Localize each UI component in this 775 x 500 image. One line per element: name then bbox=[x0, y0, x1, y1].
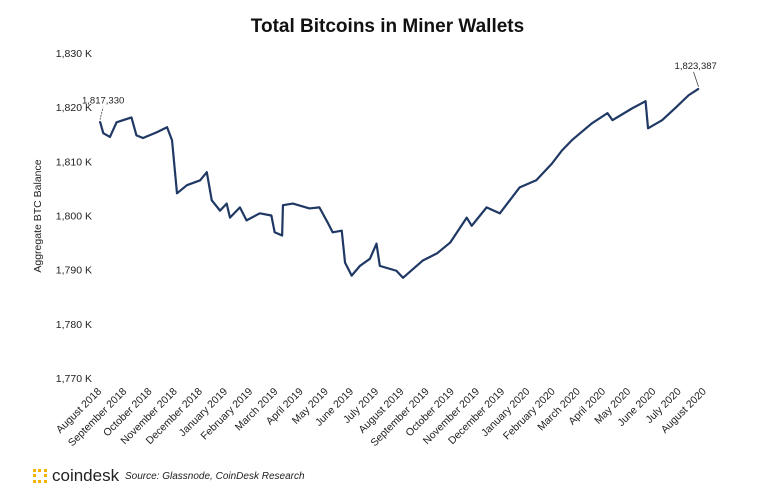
data-point bbox=[308, 207, 311, 210]
brand-name: coindesk bbox=[52, 466, 120, 485]
annotation-leader bbox=[693, 71, 699, 87]
y-tick-label: 1,810 K bbox=[56, 156, 92, 168]
coindesk-logo: coindesk bbox=[33, 466, 119, 486]
data-point bbox=[199, 179, 201, 182]
coindesk-logo-icon bbox=[33, 469, 47, 483]
data-point bbox=[281, 234, 283, 237]
data-point bbox=[561, 149, 563, 152]
data-point bbox=[135, 134, 138, 137]
data-point bbox=[551, 162, 553, 165]
data-point bbox=[375, 242, 378, 245]
data-point bbox=[176, 192, 178, 195]
data-point bbox=[485, 206, 488, 209]
data-point bbox=[590, 122, 593, 125]
data-point bbox=[470, 224, 473, 227]
data-point bbox=[687, 94, 690, 97]
data-point bbox=[571, 139, 573, 142]
data-point bbox=[436, 252, 438, 255]
data-point bbox=[156, 131, 158, 133]
data-point bbox=[142, 137, 144, 139]
data-point bbox=[449, 241, 451, 244]
data-point bbox=[115, 121, 118, 124]
data-point bbox=[697, 88, 700, 90]
data-point bbox=[606, 112, 609, 114]
data-point bbox=[171, 139, 173, 142]
y-tick-label: 1,780 K bbox=[56, 319, 92, 331]
data-point bbox=[292, 202, 294, 205]
data-point bbox=[661, 119, 663, 121]
series-line bbox=[98, 87, 700, 279]
data-point bbox=[99, 120, 101, 123]
y-tick-label: 1,790 K bbox=[56, 265, 92, 277]
chart-title: Total Bitcoins in Miner Wallets bbox=[250, 16, 525, 37]
data-point bbox=[273, 231, 276, 234]
data-point bbox=[210, 199, 213, 202]
data-point bbox=[465, 216, 468, 219]
data-point bbox=[359, 265, 361, 267]
data-point bbox=[229, 216, 231, 219]
data-point bbox=[166, 126, 168, 129]
data-point bbox=[239, 206, 241, 209]
data-point bbox=[369, 258, 371, 260]
source-note: Source: Glassnode, CoinDesk Research bbox=[125, 471, 305, 482]
data-point bbox=[395, 269, 398, 272]
y-tick-label: 1,800 K bbox=[56, 211, 92, 223]
data-point bbox=[282, 204, 284, 207]
data-point bbox=[647, 127, 649, 130]
data-point bbox=[331, 231, 334, 234]
data-point bbox=[675, 106, 677, 108]
data-point bbox=[402, 276, 404, 279]
data-point bbox=[499, 212, 501, 215]
data-point bbox=[611, 119, 614, 121]
y-tick-label: 1,820 K bbox=[56, 102, 92, 114]
data-point bbox=[518, 186, 521, 189]
y-tick-label: 1,770 K bbox=[56, 373, 92, 385]
data-point bbox=[350, 274, 353, 277]
data-point bbox=[109, 136, 111, 138]
data-point bbox=[205, 171, 208, 173]
data-point bbox=[422, 259, 424, 262]
y-tick-label: 1,830 K bbox=[56, 48, 92, 60]
data-point bbox=[270, 214, 273, 217]
data-point bbox=[379, 265, 381, 267]
data-point bbox=[318, 206, 321, 209]
data-point bbox=[130, 116, 133, 119]
data-point bbox=[631, 107, 634, 110]
data-point bbox=[326, 221, 329, 224]
data-point bbox=[102, 132, 105, 134]
annotation-leader bbox=[99, 107, 104, 120]
data-point bbox=[535, 179, 538, 182]
data-point bbox=[245, 219, 248, 222]
data-point bbox=[186, 184, 188, 186]
annotation-end: 1,823,387 bbox=[675, 61, 717, 72]
annotation-start: 1,817,330 bbox=[82, 96, 124, 107]
data-point bbox=[344, 261, 346, 264]
data-point bbox=[219, 209, 221, 212]
data-point bbox=[340, 229, 343, 232]
data-point bbox=[644, 100, 647, 103]
data-point bbox=[258, 212, 261, 215]
data-point bbox=[225, 202, 228, 205]
